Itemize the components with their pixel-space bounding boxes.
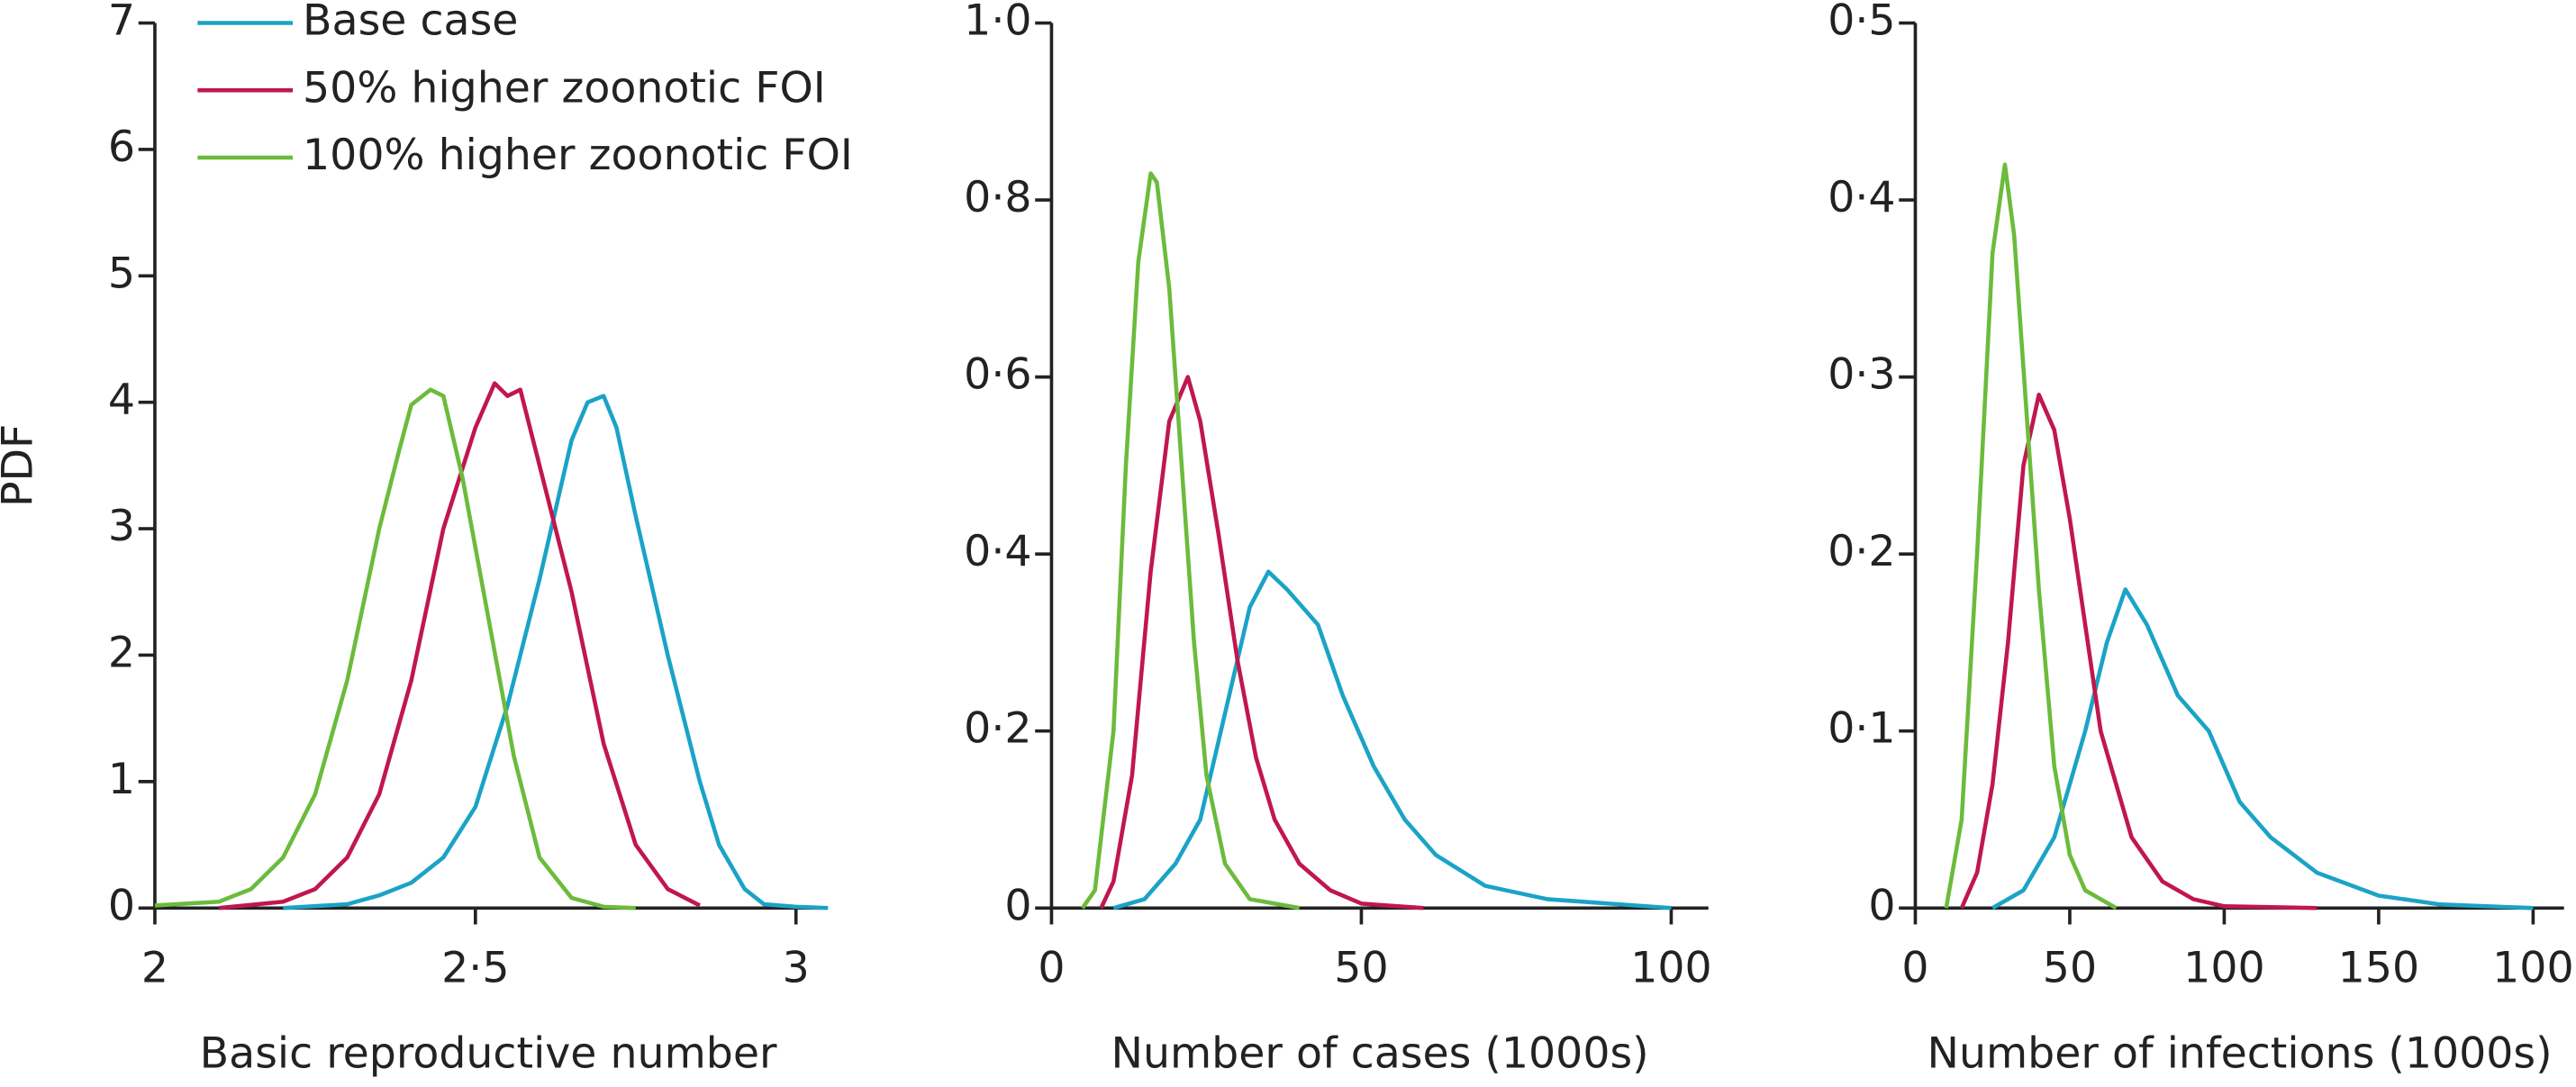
series-line bbox=[1112, 569, 1672, 910]
x-tick-label: 50 bbox=[2043, 944, 2097, 993]
x-axis-label: Basic reproductive number bbox=[200, 1028, 777, 1078]
y-tick-label: 6 bbox=[108, 122, 135, 172]
y-tick-label: 0·1 bbox=[1828, 704, 1895, 754]
series-line bbox=[1991, 587, 2534, 910]
series-line bbox=[1944, 162, 2118, 910]
y-tick-label: 5 bbox=[108, 249, 135, 298]
y-axis-label: PDF bbox=[0, 424, 42, 507]
y-tick-label: 0·2 bbox=[1828, 527, 1895, 576]
legend-label: 100% higher zoonotic FOI bbox=[303, 131, 853, 180]
legend-label: 50% higher zoonotic FOI bbox=[303, 63, 826, 113]
x-tick-label: 3 bbox=[783, 944, 810, 993]
y-tick-label: 0·4 bbox=[964, 527, 1031, 576]
series-line bbox=[1099, 375, 1424, 910]
y-tick-label: 0 bbox=[1868, 881, 1895, 930]
x-tick-label: 2·5 bbox=[441, 944, 509, 993]
y-tick-label: 3 bbox=[108, 502, 135, 551]
x-tick-label: 100 bbox=[2183, 944, 2264, 993]
x-tick-label: 0 bbox=[1901, 944, 1928, 993]
y-tick-label: 0·4 bbox=[1828, 173, 1895, 222]
y-tick-label: 0·5 bbox=[1828, 0, 1895, 46]
y-tick-label: 7 bbox=[108, 0, 135, 46]
y-tick-label: 0 bbox=[1004, 881, 1031, 930]
y-tick-label: 2 bbox=[108, 628, 135, 677]
y-tick-label: 1 bbox=[108, 755, 135, 804]
y-tick-label: 0 bbox=[108, 881, 135, 930]
y-tick-label: 0·6 bbox=[964, 350, 1031, 400]
x-tick-label: 100 bbox=[1630, 944, 1711, 993]
series-line bbox=[1959, 392, 2317, 910]
y-tick-label: 1·0 bbox=[964, 0, 1031, 46]
legend-label: Base case bbox=[303, 0, 518, 46]
series-line bbox=[1080, 171, 1301, 910]
y-tick-label: 0·3 bbox=[1828, 350, 1895, 400]
series-line bbox=[218, 381, 702, 910]
y-tick-label: 4 bbox=[108, 376, 135, 425]
x-tick-label: 0 bbox=[1038, 944, 1065, 993]
x-tick-label: 100 bbox=[2492, 944, 2573, 993]
series-line bbox=[154, 387, 636, 910]
x-tick-label: 150 bbox=[2338, 944, 2419, 993]
x-tick-label: 2 bbox=[141, 944, 168, 993]
x-axis-label: Number of cases (1000s) bbox=[1111, 1028, 1649, 1078]
y-tick-label: 0·8 bbox=[964, 173, 1031, 222]
series-line bbox=[283, 394, 829, 910]
y-tick-label: 0·2 bbox=[964, 704, 1031, 754]
x-tick-label: 50 bbox=[1334, 944, 1388, 993]
x-axis-label: Number of infections (1000s) bbox=[1927, 1028, 2553, 1078]
